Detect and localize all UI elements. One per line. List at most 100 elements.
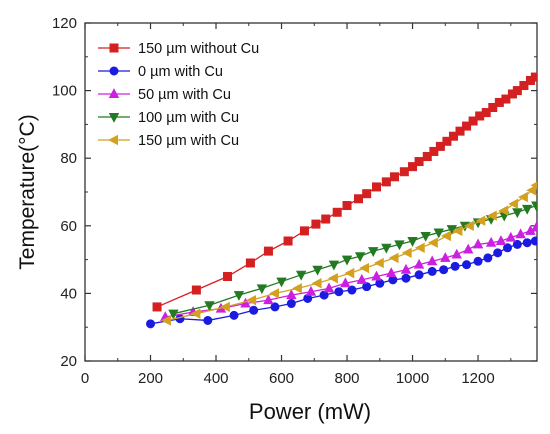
legend-marker — [108, 88, 120, 98]
legend-item: 150 µm without Cu — [98, 41, 259, 57]
data-point — [472, 238, 484, 249]
data-point — [414, 270, 424, 280]
data-point — [286, 299, 296, 309]
data-point — [452, 225, 463, 237]
data-point — [493, 248, 503, 258]
data-point — [283, 236, 293, 246]
data-point — [530, 72, 537, 82]
data-point — [347, 285, 357, 295]
data-point — [219, 301, 230, 313]
data-point — [401, 247, 412, 259]
data-point — [401, 273, 411, 283]
data-point — [512, 86, 522, 96]
data-point — [426, 255, 438, 266]
data-point — [233, 291, 245, 301]
data-point — [168, 309, 179, 320]
legend-item: 150 µm with Cu — [98, 133, 239, 149]
data-point — [462, 260, 472, 270]
data-point — [530, 236, 537, 246]
x-tick-label: 600 — [269, 370, 294, 387]
data-point — [362, 282, 372, 292]
data-point — [413, 258, 425, 269]
data-point — [495, 235, 507, 246]
data-point — [245, 258, 255, 268]
data-point — [362, 189, 372, 199]
data-point — [407, 237, 418, 247]
data-point — [390, 172, 400, 182]
legend-label: 150 µm with Cu — [138, 133, 239, 149]
data-point — [263, 294, 274, 305]
data-point — [328, 260, 340, 271]
data-point — [222, 271, 232, 281]
legend-label: 150 µm without Cu — [138, 41, 259, 57]
data-point — [515, 228, 526, 239]
data-point — [526, 185, 537, 196]
y-tick-label: 120 — [52, 15, 77, 32]
x-tick-label: 400 — [203, 370, 228, 387]
data-point — [381, 177, 391, 187]
data-point — [386, 267, 397, 278]
data-point — [486, 210, 497, 221]
data-point — [522, 238, 532, 248]
data-point — [429, 146, 439, 156]
data-point — [455, 126, 465, 136]
x-tick-label: 1000 — [396, 370, 429, 387]
data-point — [354, 252, 366, 263]
data-point — [414, 242, 425, 253]
legend: 150 µm without Cu 0 µm with Cu 50 µm with … — [98, 41, 259, 149]
data-point — [246, 294, 257, 306]
legend-marker — [108, 113, 120, 123]
data-point — [442, 136, 452, 146]
data-point — [381, 243, 392, 254]
data-point — [312, 265, 323, 276]
y-tick-label: 80 — [60, 150, 77, 167]
x-tick-label: 0 — [81, 370, 89, 387]
data-point — [446, 225, 458, 236]
legend-marker — [109, 43, 119, 53]
data-point — [505, 231, 516, 242]
data-point — [531, 201, 537, 212]
data-point — [191, 285, 201, 295]
data-point — [269, 288, 279, 299]
data-point — [299, 226, 309, 236]
data-point — [388, 252, 399, 264]
data-point — [427, 266, 437, 276]
series-layer — [146, 72, 537, 329]
y-tick-label: 20 — [60, 353, 77, 370]
data-point — [373, 257, 384, 269]
legend-marker — [109, 66, 119, 76]
data-point — [323, 282, 335, 293]
data-point — [311, 219, 321, 229]
data-point — [270, 302, 280, 312]
series-3 — [168, 201, 537, 320]
data-point — [531, 221, 537, 232]
data-point — [518, 191, 528, 203]
data-point — [344, 267, 355, 279]
data-point — [256, 284, 268, 295]
data-point — [292, 283, 302, 294]
data-point — [420, 231, 431, 242]
data-point — [439, 265, 449, 275]
data-point — [468, 116, 478, 126]
y-tick-label: 60 — [60, 218, 77, 235]
data-point — [473, 256, 483, 266]
x-tick-label: 1200 — [461, 370, 494, 387]
data-point — [512, 239, 522, 249]
data-point — [488, 103, 498, 113]
legend-marker — [108, 134, 118, 146]
data-point — [332, 207, 342, 217]
data-point — [340, 277, 351, 288]
data-point — [229, 310, 239, 320]
data-point — [371, 270, 382, 281]
data-point — [521, 204, 533, 215]
data-point — [501, 94, 511, 104]
x-axis-title: Power (mW) — [249, 399, 371, 424]
data-point — [190, 308, 201, 319]
data-point — [342, 201, 352, 211]
series-1 — [146, 236, 537, 329]
data-point — [372, 182, 382, 192]
data-point — [422, 152, 432, 162]
data-point — [427, 237, 438, 248]
data-point — [435, 141, 445, 151]
data-point — [328, 272, 338, 284]
